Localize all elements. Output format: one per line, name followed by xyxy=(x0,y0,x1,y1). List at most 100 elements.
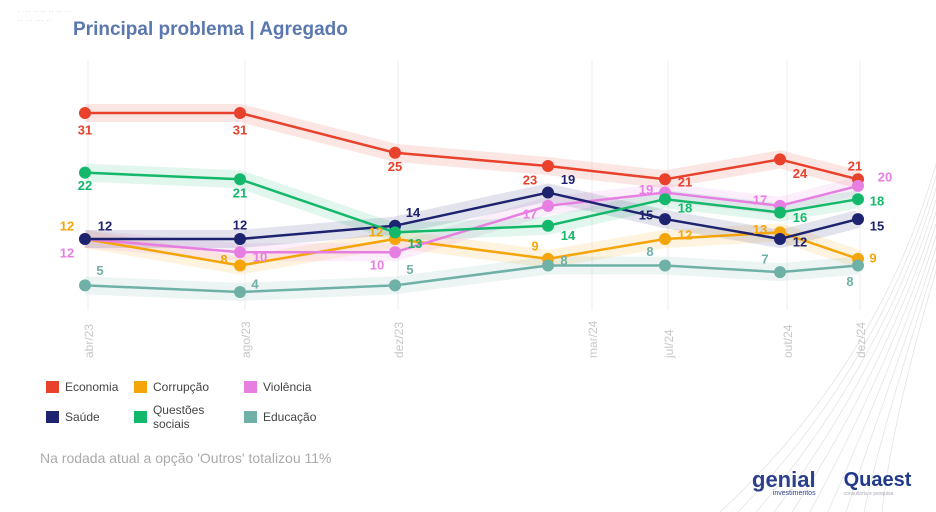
data-label: 24 xyxy=(793,166,808,181)
data-point xyxy=(774,153,786,166)
legend-label: Saúde xyxy=(65,410,100,424)
legend-swatch xyxy=(244,411,257,423)
legend-swatch xyxy=(46,381,59,393)
genial-logo-sub: investimentos xyxy=(772,490,816,497)
decorative-curve xyxy=(809,222,936,512)
decorative-curve xyxy=(863,257,936,512)
legend-item: Violência xyxy=(244,380,354,394)
data-point xyxy=(389,279,401,292)
x-tick-label: ago/23 xyxy=(239,321,253,358)
data-point xyxy=(234,259,246,272)
data-point xyxy=(774,266,786,279)
data-point xyxy=(234,246,246,259)
data-label: 7 xyxy=(761,252,768,267)
data-point xyxy=(234,107,246,119)
data-label: 8 xyxy=(646,244,653,259)
legend-label: Corrupção xyxy=(153,380,210,394)
genial-logo: genial investimentos xyxy=(752,467,816,498)
data-label: 8 xyxy=(560,253,567,268)
legend: Economia Corrupção Violência Saúde Questões … xyxy=(46,380,354,431)
page-title: Principal problema | Agregado xyxy=(73,19,348,40)
legend-item: Saúde xyxy=(46,403,134,431)
quaest-logo-sub: consultoria e pesquisa xyxy=(843,491,894,497)
data-label: 12 xyxy=(98,218,112,233)
data-label: 9 xyxy=(531,238,538,253)
data-label: 5 xyxy=(406,262,413,277)
data-label: 31 xyxy=(233,122,247,137)
data-label: 13 xyxy=(408,236,422,251)
data-point xyxy=(389,146,401,159)
data-point xyxy=(389,226,401,239)
footnote: Na rodada atual a opção 'Outros' totaliz… xyxy=(40,450,332,466)
data-label: 8 xyxy=(846,274,853,289)
decorative-curve xyxy=(773,198,936,512)
data-label: 12 xyxy=(233,217,247,232)
data-point xyxy=(79,166,91,179)
data-point xyxy=(542,219,554,232)
data-label: 14 xyxy=(406,205,421,220)
data-label: 12 xyxy=(793,234,807,249)
data-point xyxy=(389,246,401,259)
data-label: 18 xyxy=(678,201,692,216)
data-label: 10 xyxy=(253,250,267,265)
data-label: 21 xyxy=(848,159,862,174)
data-label: 16 xyxy=(793,210,807,225)
data-point xyxy=(852,259,864,272)
data-label: 21 xyxy=(678,175,692,190)
legend-swatch xyxy=(244,381,257,393)
logos: genial investimentos Quaest consultoria e … xyxy=(752,467,912,498)
data-label: 5 xyxy=(96,263,103,278)
data-label: 22 xyxy=(78,178,92,193)
data-point xyxy=(542,259,554,272)
data-label: 25 xyxy=(388,159,402,174)
data-label: 13 xyxy=(753,222,767,237)
legend-label: Violência xyxy=(263,380,312,394)
decorative-curve xyxy=(827,234,936,512)
data-point xyxy=(542,186,554,199)
data-point xyxy=(852,179,864,192)
decorative-curve xyxy=(719,162,936,512)
data-point xyxy=(774,206,786,219)
quaest-logo-text: Quaest xyxy=(843,469,912,491)
legend-label: Questões sociais xyxy=(152,403,205,431)
data-label: 17 xyxy=(523,206,537,221)
data-label: 8 xyxy=(220,252,227,267)
legend-item: Questões sociais xyxy=(134,403,244,431)
genial-logo-text: genial xyxy=(752,467,816,492)
data-label: 15 xyxy=(639,208,653,223)
x-tick-label: dez/23 xyxy=(392,322,406,358)
legend-swatch xyxy=(134,411,147,423)
legend-swatch xyxy=(134,381,147,393)
data-point xyxy=(542,199,554,212)
x-tick-label: dez/24 xyxy=(854,322,868,358)
legend-swatch xyxy=(46,411,59,423)
data-label: 19 xyxy=(561,172,575,187)
x-tick-label: jul/24 xyxy=(662,329,676,359)
data-label: 12 xyxy=(60,245,74,260)
data-label: 17 xyxy=(753,192,767,207)
data-point xyxy=(659,193,671,206)
legend-item: Corrupção xyxy=(134,380,244,394)
data-label: 18 xyxy=(870,194,884,209)
data-label: 21 xyxy=(233,186,247,201)
data-label: 12 xyxy=(60,218,74,233)
legend-item: Educação xyxy=(244,403,354,431)
data-point xyxy=(659,232,671,245)
decorative-curve xyxy=(845,246,936,512)
data-point xyxy=(79,232,91,245)
data-label: 23 xyxy=(523,172,537,187)
decorative-curve xyxy=(791,210,936,512)
legend-label: Economia xyxy=(65,380,119,394)
data-label: 15 xyxy=(870,219,884,234)
data-label: 14 xyxy=(561,228,576,243)
decorative-curve xyxy=(881,269,936,512)
x-tick-label: mar/24 xyxy=(586,320,600,358)
legend-label: Educação xyxy=(263,410,317,424)
data-point xyxy=(79,279,91,292)
data-point xyxy=(234,286,246,299)
quaest-logo: Quaest consultoria e pesquisa xyxy=(844,470,912,498)
data-label: 10 xyxy=(370,258,384,273)
decorative-curve xyxy=(755,186,936,512)
data-point xyxy=(542,160,554,173)
